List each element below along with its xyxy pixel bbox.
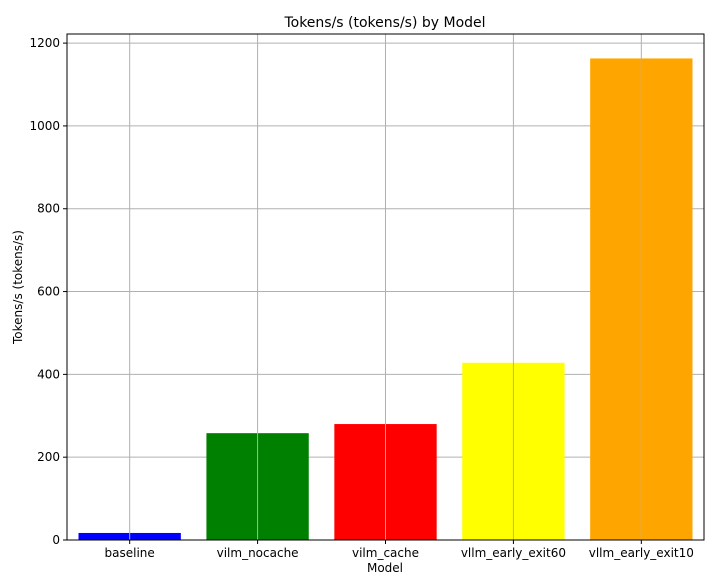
chart-title: Tokens/s (tokens/s) by Model xyxy=(283,15,485,31)
x-tick-label: vllm_early_exit60 xyxy=(461,546,566,560)
y-axis-ticks: 0 200 400 600 800 1000 1200 xyxy=(29,36,67,547)
x-tick-label: baseline xyxy=(105,546,155,560)
grid-overlay xyxy=(129,34,642,540)
y-tick-label: 1200 xyxy=(29,36,60,50)
x-tick-label: vilm_nocache xyxy=(217,546,299,560)
x-axis-title: Model xyxy=(367,561,403,572)
y-tick-label: 800 xyxy=(37,202,60,216)
x-axis-ticks: baseline vilm_nocache vilm_cache vllm_early… xyxy=(105,540,694,560)
y-axis-title: Tokens/s (tokens/s) xyxy=(11,230,25,345)
y-tick-label: 200 xyxy=(37,450,60,464)
y-tick-label: 0 xyxy=(52,533,60,547)
x-tick-label: vllm_early_exit10 xyxy=(589,546,694,560)
y-tick-label: 1000 xyxy=(29,119,60,133)
y-tick-label: 400 xyxy=(37,367,60,381)
y-tick-label: 600 xyxy=(37,285,60,299)
x-tick-label: vilm_cache xyxy=(352,546,419,560)
